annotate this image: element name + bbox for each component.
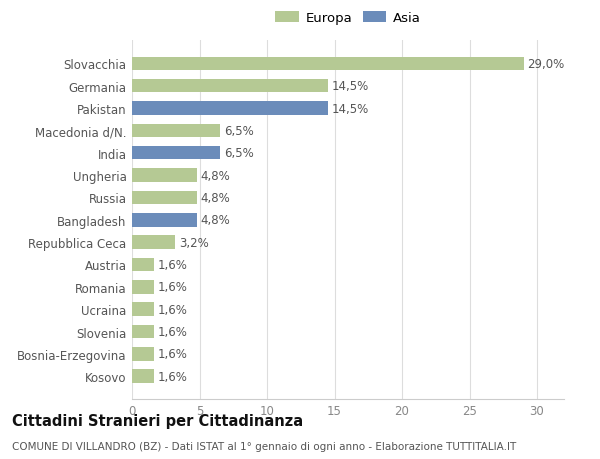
Bar xyxy=(132,191,197,205)
Bar xyxy=(132,347,154,361)
Text: 1,6%: 1,6% xyxy=(158,325,188,338)
Bar xyxy=(132,213,197,227)
Bar xyxy=(132,280,154,294)
Text: 1,6%: 1,6% xyxy=(158,303,188,316)
Text: 4,8%: 4,8% xyxy=(201,214,230,227)
Text: 29,0%: 29,0% xyxy=(527,58,565,71)
Text: 6,5%: 6,5% xyxy=(224,147,254,160)
Bar xyxy=(132,80,328,93)
Bar xyxy=(132,169,197,182)
Text: 4,8%: 4,8% xyxy=(201,191,230,205)
Bar xyxy=(132,369,154,383)
Bar xyxy=(132,236,175,249)
Text: Cittadini Stranieri per Cittadinanza: Cittadini Stranieri per Cittadinanza xyxy=(12,413,303,428)
Legend: Europa, Asia: Europa, Asia xyxy=(272,9,424,28)
Text: 6,5%: 6,5% xyxy=(224,125,254,138)
Text: 3,2%: 3,2% xyxy=(179,236,209,249)
Text: COMUNE DI VILLANDRO (BZ) - Dati ISTAT al 1° gennaio di ogni anno - Elaborazione : COMUNE DI VILLANDRO (BZ) - Dati ISTAT al… xyxy=(12,441,516,451)
Bar xyxy=(132,124,220,138)
Text: 1,6%: 1,6% xyxy=(158,258,188,271)
Text: 14,5%: 14,5% xyxy=(332,102,369,115)
Bar xyxy=(132,303,154,316)
Text: 4,8%: 4,8% xyxy=(201,169,230,182)
Bar xyxy=(132,147,220,160)
Text: 14,5%: 14,5% xyxy=(332,80,369,93)
Text: 1,6%: 1,6% xyxy=(158,370,188,383)
Text: 1,6%: 1,6% xyxy=(158,347,188,361)
Bar xyxy=(132,258,154,272)
Text: 1,6%: 1,6% xyxy=(158,281,188,294)
Bar xyxy=(132,325,154,338)
Bar xyxy=(132,57,523,71)
Bar xyxy=(132,102,328,116)
